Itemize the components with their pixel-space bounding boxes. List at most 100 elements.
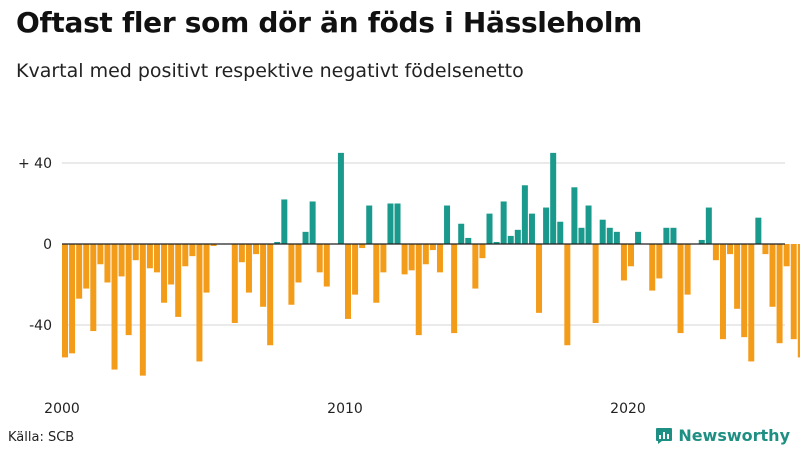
bar-negative: [451, 244, 458, 334]
bar-negative: [288, 244, 295, 305]
bar-positive: [698, 239, 705, 244]
bar-positive: [500, 201, 507, 244]
bar-positive: [281, 199, 288, 244]
bar-negative: [472, 244, 479, 289]
bar-positive: [528, 213, 535, 244]
bar-negative: [352, 244, 359, 295]
bar-positive: [663, 227, 670, 244]
bar-negative: [231, 244, 238, 323]
bar-negative: [210, 244, 217, 247]
bar-negative: [734, 244, 741, 309]
bar-negative: [345, 244, 351, 319]
bar-positive: [366, 205, 373, 244]
bar-negative: [359, 244, 366, 249]
bar-negative: [762, 244, 769, 255]
chart-title: Oftast fler som dör än föds i Hässleholm: [16, 6, 643, 39]
chart-subtitle: Kvartal med positivt respektive negativt…: [16, 60, 524, 82]
bar-negative: [139, 244, 146, 376]
bar-negative: [479, 244, 486, 259]
axes: + 40 0 -40 2000 2010 2020: [18, 156, 785, 417]
bar-positive: [309, 201, 316, 244]
bar-positive: [550, 152, 557, 244]
bar-negative: [245, 244, 252, 293]
bar-negative: [401, 244, 408, 275]
x-tick-label: 2020: [610, 401, 646, 417]
y-tick-label: + 40: [18, 156, 52, 172]
bar-negative: [408, 244, 415, 271]
bar-negative: [267, 244, 274, 346]
bar-negative: [182, 244, 189, 267]
bar-negative: [168, 244, 175, 285]
bar-negative: [62, 244, 68, 358]
bar-negative: [649, 244, 656, 291]
bar-negative: [790, 244, 797, 340]
bar-negative: [536, 244, 543, 313]
bar-positive: [755, 217, 762, 244]
bar-positive: [465, 237, 472, 244]
bar-negative: [628, 244, 634, 267]
bar-negative: [111, 244, 118, 370]
y-tick-label: -40: [29, 318, 52, 334]
brand-logo[interactable]: Newsworthy: [655, 426, 790, 445]
bar-negative: [373, 244, 380, 303]
bar-negative: [323, 244, 330, 287]
bar-positive: [387, 203, 394, 244]
bar-positive: [493, 241, 500, 244]
bar-negative: [748, 244, 755, 362]
bar-negative: [712, 244, 719, 261]
bar-positive: [705, 207, 712, 244]
bar-positive: [302, 231, 309, 244]
bar-negative: [436, 244, 443, 273]
bar-negative: [125, 244, 132, 336]
source-note: Källa: SCB: [8, 430, 75, 445]
bar-positive: [543, 207, 550, 244]
bar-negative: [429, 244, 436, 251]
bar-negative: [104, 244, 111, 283]
bar-negative: [175, 244, 182, 317]
bar-negative: [415, 244, 422, 336]
bar-positive: [458, 223, 465, 244]
bar-positive: [444, 205, 451, 244]
bar-negative: [719, 244, 726, 340]
bar-negative: [260, 244, 267, 307]
bar-positive: [514, 229, 521, 244]
bar-positive: [585, 205, 592, 244]
bar-negative: [684, 244, 691, 295]
bar-negative: [380, 244, 387, 273]
bar-negative: [146, 244, 153, 269]
bar-positive: [557, 221, 564, 244]
bar-negative: [97, 244, 104, 265]
bar-negative: [253, 244, 260, 255]
bar-positive: [394, 203, 401, 244]
bar-positive: [571, 187, 578, 244]
bar-positive: [274, 241, 281, 244]
bar-negative: [656, 244, 663, 279]
brand-name: Newsworthy: [678, 426, 790, 445]
gridlines: [62, 162, 785, 326]
bar-chart-speech-bubble-icon: [656, 427, 673, 444]
bar-negative: [677, 244, 684, 334]
bar-positive: [521, 185, 528, 244]
bar-negative: [153, 244, 160, 273]
bar-negative: [564, 244, 571, 346]
bar-positive: [635, 231, 642, 244]
bar-negative: [769, 244, 776, 307]
bar-positive: [599, 219, 606, 244]
bar-negative: [797, 244, 800, 358]
bar-negative: [238, 244, 245, 263]
bar-negative: [727, 244, 734, 255]
bar-negative: [118, 244, 125, 277]
bar-negative: [189, 244, 196, 257]
bar-negative: [90, 244, 97, 332]
bar-negative: [776, 244, 783, 344]
bar-negative: [76, 244, 83, 299]
y-tick-label: 0: [43, 237, 52, 253]
bar-positive: [670, 227, 677, 244]
bar-positive: [613, 231, 620, 244]
bar-negative: [83, 244, 90, 289]
bar-negative: [783, 244, 790, 267]
x-tick-label: 2000: [44, 401, 80, 417]
bar-positive: [507, 235, 514, 244]
bar-negative: [161, 244, 168, 303]
